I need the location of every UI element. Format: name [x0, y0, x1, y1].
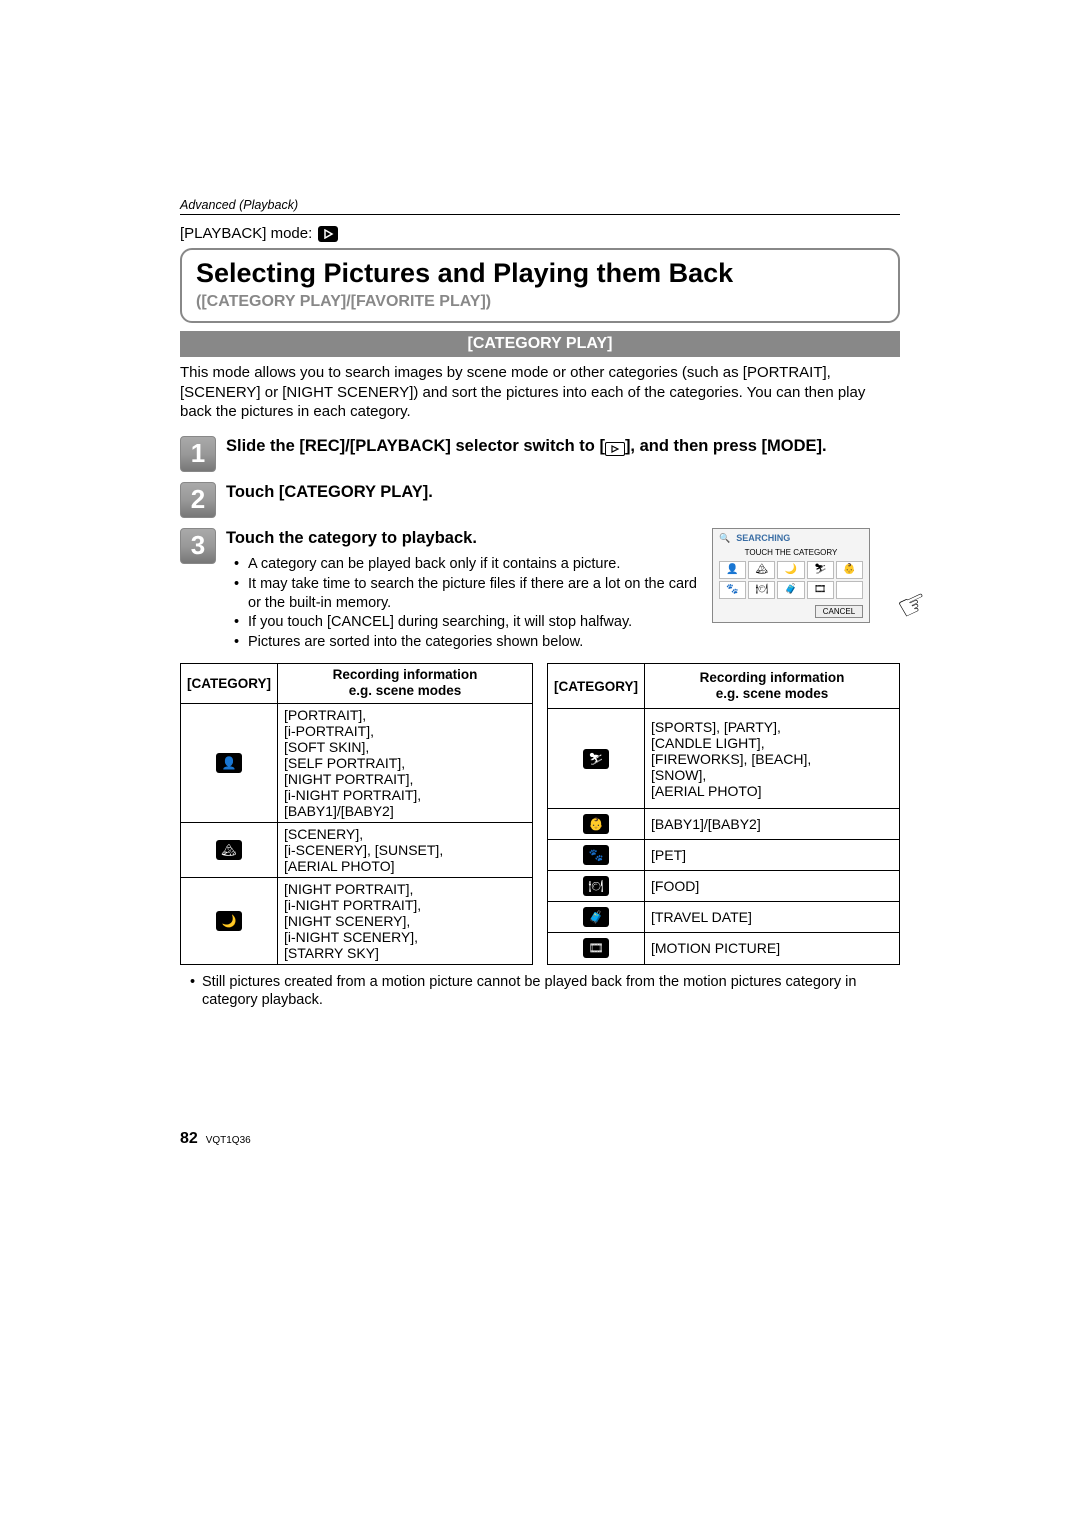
step-1-pre: Slide the [REC]/[PLAYBACK] selector swit…: [226, 437, 605, 455]
table-row: 👶 [BABY1]/[BABY2]: [548, 809, 900, 840]
step-3-bullets: A category can be played back only if it…: [226, 555, 700, 652]
category-cell: 🎞: [807, 581, 834, 599]
category-cell: 👶: [836, 561, 863, 579]
events-icon: ⛷: [583, 749, 609, 769]
search-icon: 🔍: [719, 533, 730, 544]
pet-icon: 🐾: [583, 845, 609, 865]
cell-text: [PET]: [645, 840, 900, 871]
th-recording: Recording informatione.g. scene modes: [645, 664, 900, 709]
bullet: If you touch [CANCEL] during searching, …: [238, 613, 700, 632]
category-cell: 👤: [719, 561, 746, 579]
category-cell: 🌙: [777, 561, 804, 579]
touch-instruction: TOUCH THE CATEGORY: [713, 546, 869, 559]
play-inline-icon: [605, 442, 625, 456]
th-category: [CATEGORY]: [181, 664, 278, 703]
cell-text: [NIGHT PORTRAIT], [i-NIGHT PORTRAIT], [N…: [278, 877, 533, 964]
page-number: 82: [180, 1130, 198, 1147]
title-box: Selecting Pictures and Playing them Back…: [180, 248, 900, 323]
step-3-title: Touch the category to playback.: [226, 529, 477, 547]
category-play-bar: [CATEGORY PLAY]: [180, 331, 900, 357]
cell-text: [SCENERY], [i-SCENERY], [SUNSET], [AERIA…: [278, 822, 533, 877]
table-row: 🐾 [PET]: [548, 840, 900, 871]
category-cell: 🧳: [777, 581, 804, 599]
intro-text: This mode allows you to search images by…: [180, 363, 900, 422]
scenery-icon: 🏔: [216, 840, 242, 860]
motion-icon: 🎞: [583, 938, 609, 958]
table-row: 🍽 [FOOD]: [548, 871, 900, 902]
step-2: 2 Touch [CATEGORY PLAY].: [180, 482, 900, 518]
th-category: [CATEGORY]: [548, 664, 645, 709]
doc-id: VQT1Q36: [206, 1135, 251, 1146]
hand-icon: ☞: [890, 580, 935, 629]
night-icon: 🌙: [216, 911, 242, 931]
cell-text: [SPORTS], [PARTY], [CANDLE LIGHT], [FIRE…: [645, 709, 900, 809]
right-category-table: [CATEGORY] Recording informatione.g. sce…: [547, 663, 900, 964]
bullet: It may take time to search the picture f…: [238, 575, 700, 613]
step-number: 3: [180, 528, 216, 564]
category-cell: ⛷: [807, 561, 834, 579]
section-header: Advanced (Playback): [180, 198, 900, 215]
bullet: Pictures are sorted into the categories …: [238, 633, 700, 652]
food-icon: 🍽: [583, 876, 609, 896]
step-1-post: ], and then press [MODE].: [625, 437, 827, 455]
category-cell: [836, 581, 863, 599]
cell-text: [BABY1]/[BABY2]: [645, 809, 900, 840]
table-row: 🎞 [MOTION PICTURE]: [548, 933, 900, 964]
searching-label: SEARCHING: [736, 533, 790, 543]
category-cell: 🐾: [719, 581, 746, 599]
table-row: 🏔 [SCENERY], [i-SCENERY], [SUNSET], [AER…: [181, 822, 533, 877]
step-2-title: Touch [CATEGORY PLAY].: [226, 483, 433, 501]
bullet: A category can be played back only if it…: [238, 555, 700, 574]
page-subtitle: ([CATEGORY PLAY]/[FAVORITE PLAY]): [196, 293, 884, 311]
playback-icon: [318, 226, 338, 242]
step-number: 2: [180, 482, 216, 518]
category-tables: [CATEGORY] Recording informatione.g. sce…: [180, 663, 900, 964]
cell-text: [TRAVEL DATE]: [645, 902, 900, 933]
cancel-button: CANCEL: [815, 605, 863, 618]
mode-prefix: [PLAYBACK] mode:: [180, 225, 312, 242]
travel-icon: 🧳: [583, 907, 609, 927]
th-recording: Recording informatione.g. scene modes: [278, 664, 533, 703]
table-row: ⛷ [SPORTS], [PARTY], [CANDLE LIGHT], [FI…: [548, 709, 900, 809]
category-cell: 🍽: [748, 581, 775, 599]
mode-line: [PLAYBACK] mode:: [180, 225, 900, 242]
step-1: 1 Slide the [REC]/[PLAYBACK] selector sw…: [180, 436, 900, 472]
footnote: Still pictures created from a motion pic…: [180, 973, 900, 1011]
left-category-table: [CATEGORY] Recording informatione.g. sce…: [180, 663, 533, 964]
touchscreen-illustration: 🔍 SEARCHING TOUCH THE CATEGORY 👤 🏔 🌙 ⛷ 👶…: [712, 528, 900, 623]
table-row: 🌙 [NIGHT PORTRAIT], [i-NIGHT PORTRAIT], …: [181, 877, 533, 964]
step-number: 1: [180, 436, 216, 472]
page-footer: 82 VQT1Q36: [180, 1130, 251, 1148]
step-3: 3 Touch the category to playback. A cate…: [180, 528, 900, 654]
baby-icon: 👶: [583, 814, 609, 834]
cell-text: [MOTION PICTURE]: [645, 933, 900, 964]
category-cell: 🏔: [748, 561, 775, 579]
table-row: 👤 [PORTRAIT], [i-PORTRAIT], [SOFT SKIN],…: [181, 703, 533, 822]
page-title: Selecting Pictures and Playing them Back: [196, 258, 884, 289]
table-row: 🧳 [TRAVEL DATE]: [548, 902, 900, 933]
cell-text: [PORTRAIT], [i-PORTRAIT], [SOFT SKIN], […: [278, 703, 533, 822]
portrait-icon: 👤: [216, 753, 242, 773]
cell-text: [FOOD]: [645, 871, 900, 902]
